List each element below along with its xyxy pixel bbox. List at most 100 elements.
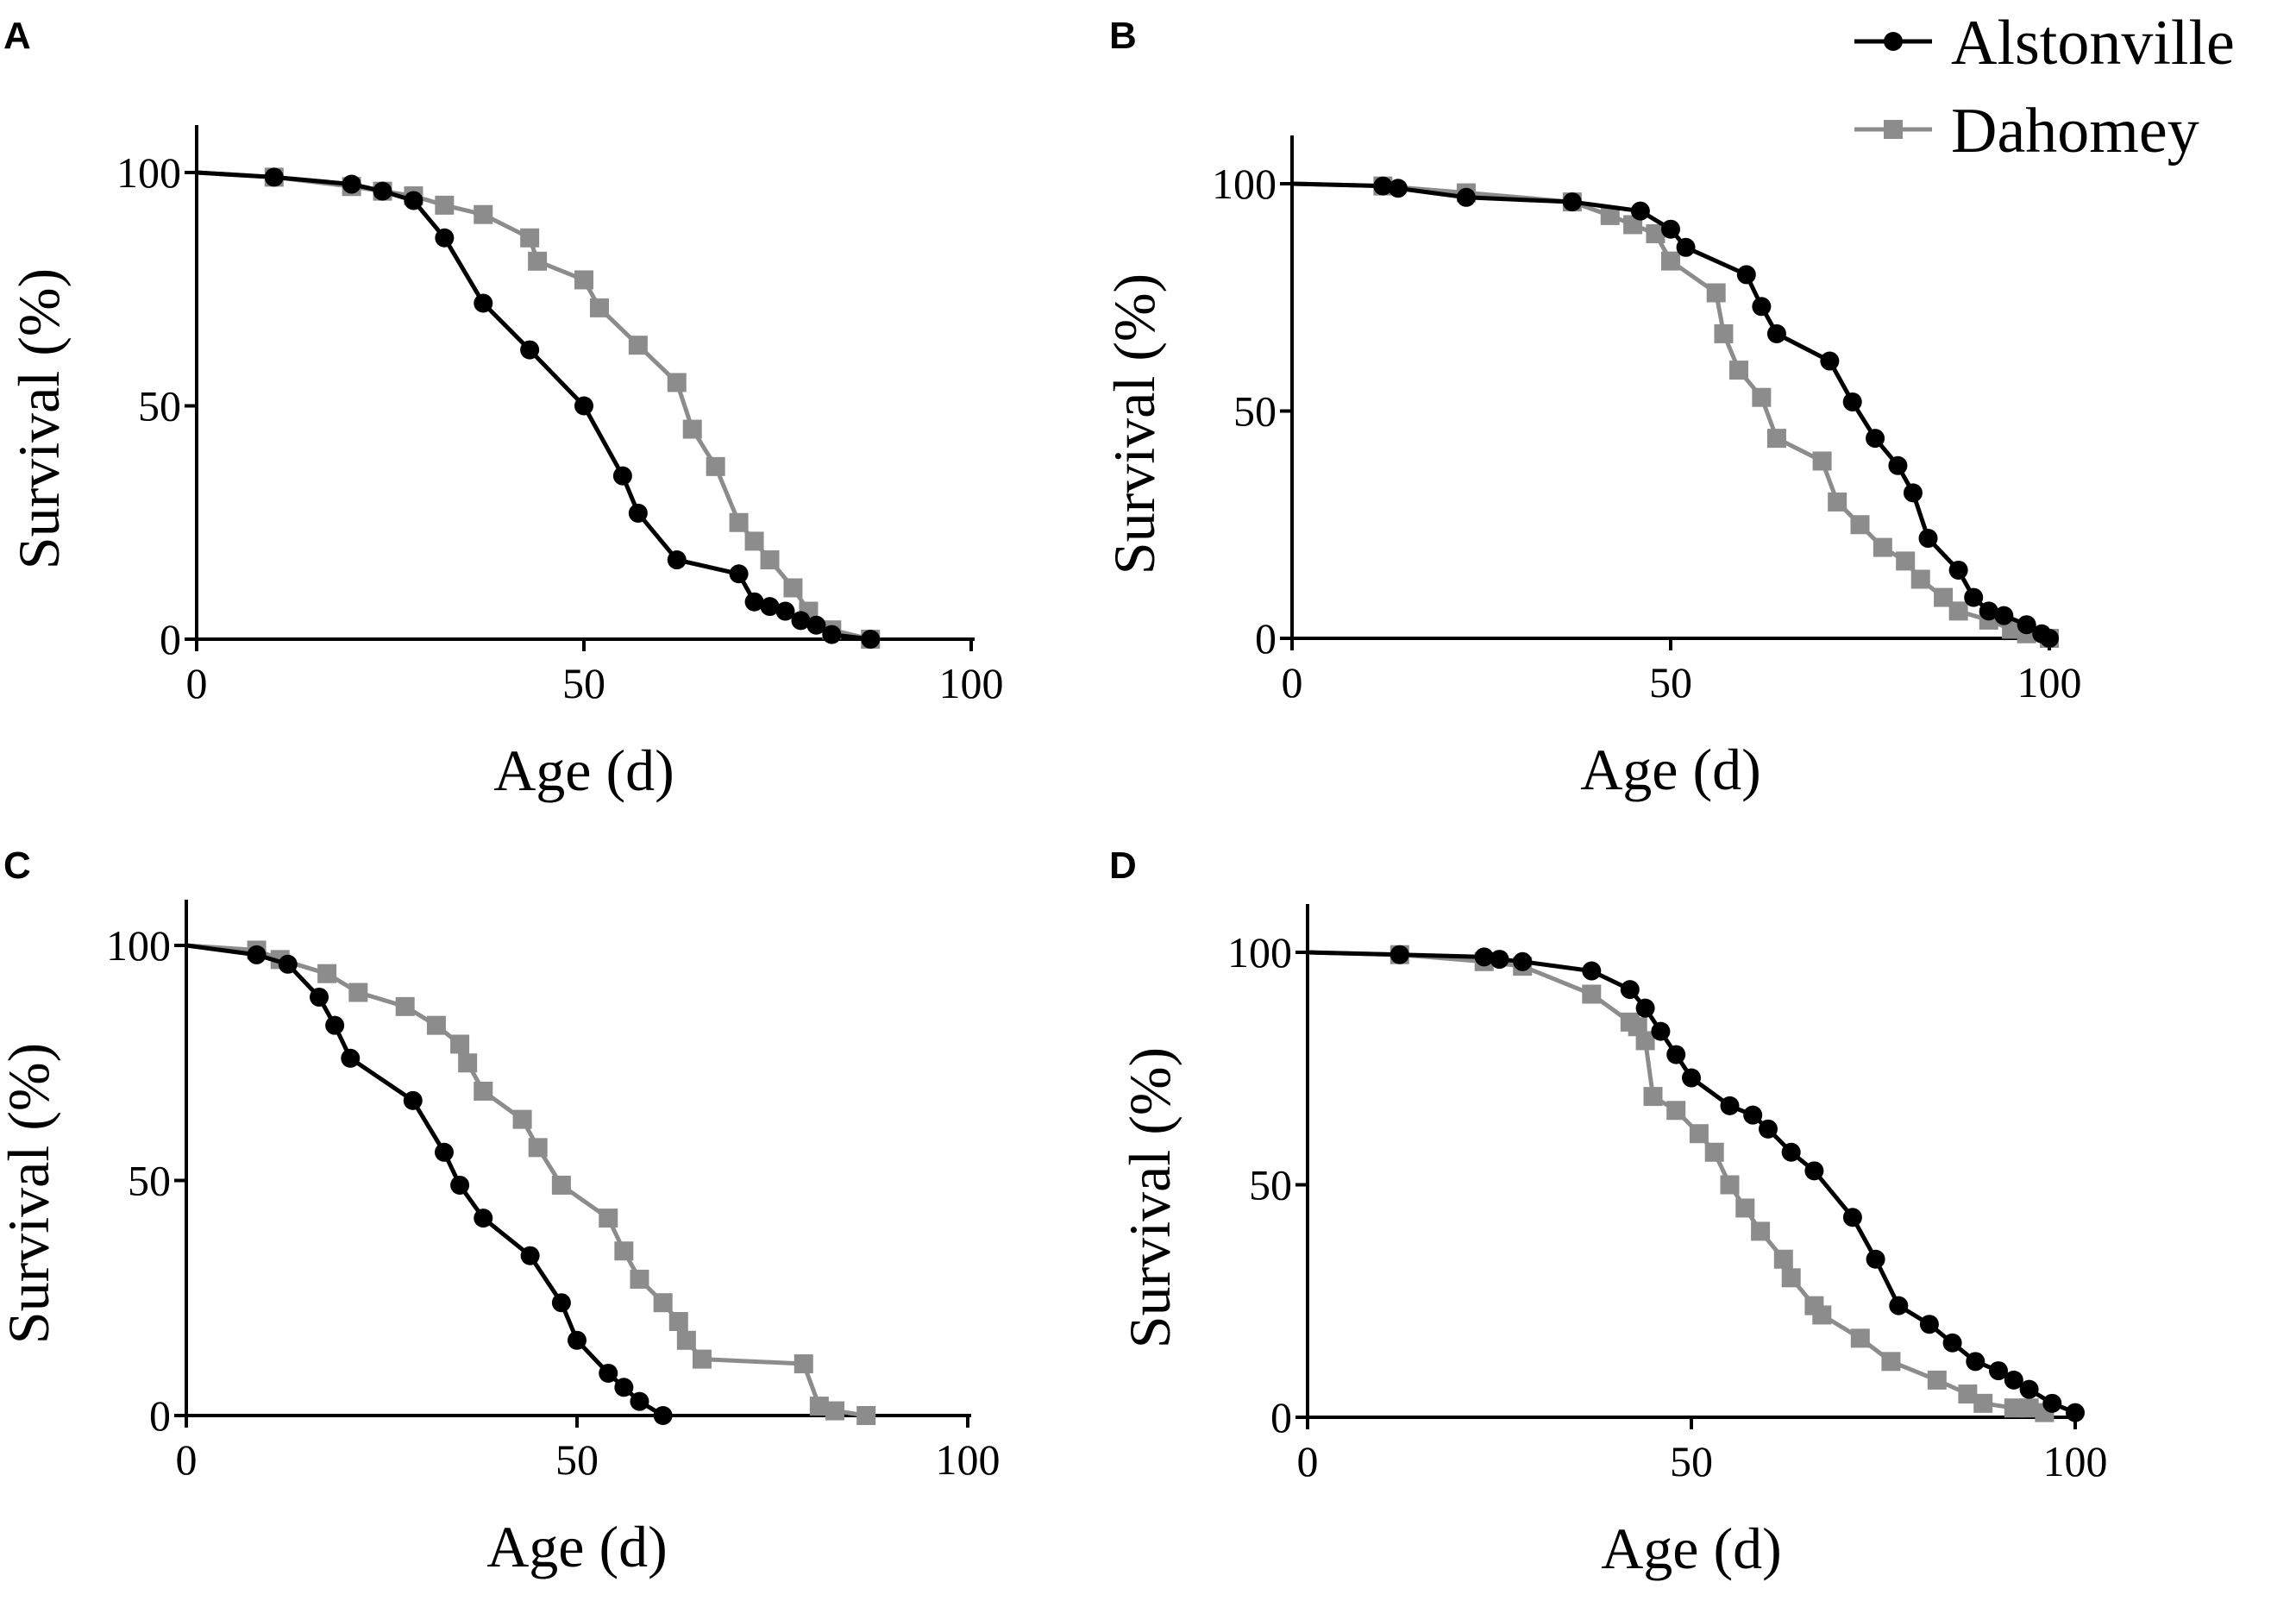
data-point-alstonville [1666,1045,1686,1064]
series-alstonville-b [1291,176,2059,648]
y-axis-title-a: Survival (%) [6,268,72,569]
data-point-dahomey [1661,251,1680,271]
panel-letter-d: D [1109,844,1137,887]
data-point-dahomey [692,1349,712,1369]
data-point-dahomey [668,1312,688,1331]
x-axis-title-a: Age (d) [493,738,674,803]
data-point-alstonville [2066,1403,2085,1422]
x-axis-title-b: Age (d) [1580,737,1761,802]
data-point-dahomey [1812,451,1832,471]
data-point-alstonville [1918,529,1938,549]
data-point-alstonville [1766,323,1786,343]
data-point-alstonville [1888,455,1908,475]
y-tick-label-b: 50 [1233,387,1277,436]
data-point-alstonville [520,340,540,360]
data-point-alstonville [806,615,826,635]
data-point-dahomey [1910,569,1930,589]
data-point-dahomey [1927,1370,1947,1390]
data-point-dahomey [825,1401,844,1421]
data-point-alstonville [729,564,749,584]
y-tick-label-d: 100 [1227,928,1292,976]
x-tick-label-d: 100 [2043,1437,2108,1485]
y-tick-label-a: 50 [138,382,181,430]
data-point-alstonville [342,174,361,194]
data-point-alstonville [614,1378,634,1397]
data-point-dahomey [1751,1221,1771,1241]
data-point-alstonville [1736,265,1756,285]
series-dahomey-d [1307,945,2054,1422]
data-point-alstonville [551,1293,571,1313]
y-tick-label-d: 50 [1249,1161,1292,1209]
data-point-alstonville [247,945,267,964]
y-tick-label-a: 0 [160,615,181,663]
data-point-alstonville [1635,998,1655,1018]
data-point-alstonville [1676,237,1696,257]
data-point-dahomey [1973,1393,1993,1413]
data-point-alstonville [1388,179,1408,198]
y-tick-label-a: 100 [116,148,181,197]
legend-marker-alstonville [1884,32,1903,51]
data-point-dahomey [574,270,593,290]
data-point-alstonville [1842,1208,1862,1227]
data-point-dahomey [856,1406,876,1425]
data-point-dahomey [551,1175,571,1195]
panel-d: D 0 50 100 0 50 100 Age (d) Survival (%) [1109,844,2108,1581]
data-point-alstonville [1373,176,1393,196]
data-point-dahomey [653,1293,673,1313]
data-point-dahomey [528,1138,548,1158]
x-tick-label-c: 0 [176,1435,198,1484]
data-point-alstonville [1661,219,1680,239]
data-point-dahomey [1828,492,1847,512]
data-point-alstonville [435,228,455,248]
series-dahomey-b [1291,176,2059,648]
data-point-alstonville [1582,961,1602,981]
series-line-dahomey-a [196,170,871,642]
data-point-dahomey [706,456,725,476]
data-point-alstonville [1804,1161,1824,1181]
data-point-dahomey [435,195,455,215]
data-point-dahomey [1873,537,1892,557]
series-dahomey-c [185,940,876,1425]
data-point-dahomey [512,1109,532,1129]
data-point-alstonville [667,550,687,570]
data-point-dahomey [528,251,548,271]
data-point-alstonville [822,625,842,644]
data-point-dahomey [1948,601,1968,621]
data-point-dahomey [426,1015,446,1035]
data-point-alstonville [1866,429,1885,449]
data-point-dahomey [1720,1175,1740,1195]
y-tick-label-b: 0 [1255,614,1277,662]
x-axis-title-d: Age (d) [1601,1516,1782,1581]
data-point-alstonville [325,1015,345,1035]
x-tick-label-d: 0 [1297,1437,1319,1485]
data-point-alstonville [760,597,780,617]
data-point-dahomey [458,1053,478,1073]
data-point-alstonville [775,601,795,621]
data-point-alstonville [1903,483,1923,503]
data-point-alstonville [612,466,632,486]
panel-letter-a: A [3,15,31,57]
data-point-dahomey [589,298,609,317]
y-tick-label-d: 0 [1270,1393,1292,1441]
data-point-dahomey [317,964,337,983]
data-point-dahomey [395,996,415,1016]
data-point-dahomey [1635,1031,1655,1051]
legend-item-dahomey: Dahomey [1854,96,2199,166]
series-line-dahomey-d [1307,950,2046,1415]
data-point-dahomey [667,373,687,392]
data-point-alstonville [1752,297,1772,317]
x-tick-label-b: 100 [2017,658,2082,706]
y-tick-label-c: 100 [106,921,171,970]
data-point-alstonville [1994,606,2014,625]
data-point-alstonville [599,1363,618,1383]
data-point-dahomey [1735,1198,1755,1218]
data-point-alstonville [574,396,593,416]
data-point-alstonville [1682,1068,1701,1088]
data-point-dahomey [474,1081,493,1101]
data-point-alstonville [434,1142,454,1162]
data-point-alstonville [1474,947,1494,967]
y-tick-label-c: 50 [128,1157,171,1205]
data-point-alstonville [568,1330,587,1350]
data-point-alstonville [744,592,764,612]
data-point-dahomey [1582,984,1602,1004]
